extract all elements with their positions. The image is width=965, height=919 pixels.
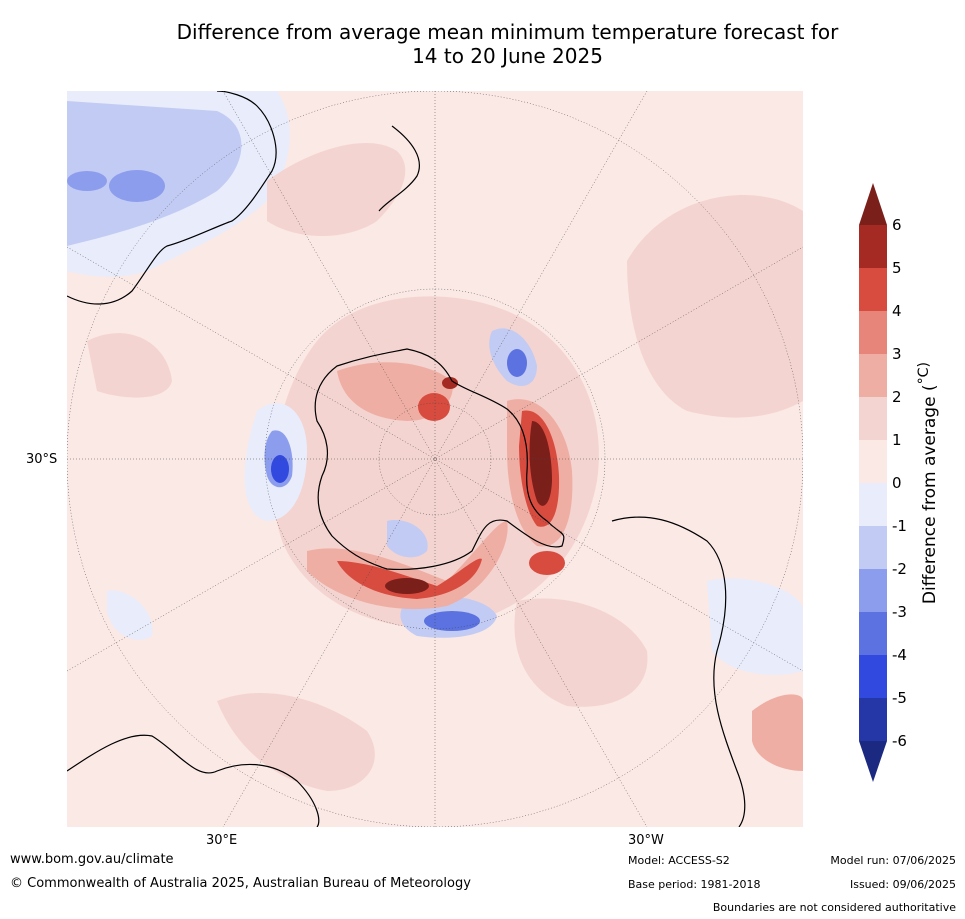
footer-website: www.bom.gov.au/climate	[10, 852, 174, 867]
colorbar-tick-label: 5	[892, 259, 902, 277]
colorbar-bin	[859, 698, 887, 741]
colorbar-bin	[859, 483, 887, 526]
anomaly-region-ring-cool-s2	[424, 611, 480, 631]
lon-label-30w: 30°W	[628, 833, 664, 848]
anomaly-region-cool-e	[707, 578, 803, 675]
anomaly-region-ring-cool-w3	[271, 455, 289, 483]
anomaly-region-hot-north-3	[442, 377, 458, 389]
colorbar-bin	[859, 311, 887, 354]
map-svg	[67, 91, 803, 827]
colorbar-tick-label: 1	[892, 431, 902, 449]
chart-title: Difference from average mean minimum tem…	[0, 20, 965, 68]
colorbar-tick-label: 4	[892, 302, 902, 320]
anomaly-region-hot-north-2	[418, 393, 450, 421]
footer-disclaimer: Boundaries are not considered authoritat…	[712, 901, 956, 914]
colorbar-tick-label: -5	[892, 689, 907, 707]
colorbar	[859, 183, 887, 782]
footer-model: Model: ACCESS-S2	[628, 854, 730, 867]
colorbar-bin	[859, 397, 887, 440]
colorbar-label-unit: °C)	[916, 361, 933, 385]
colorbar-tick-label: -6	[892, 732, 907, 750]
anomaly-region-warm-s	[217, 692, 375, 791]
anomaly-region-warm-ne	[627, 195, 803, 418]
anomaly-region-ring-cool-ne2	[507, 349, 527, 377]
colorbar-tick-label: -2	[892, 560, 907, 578]
anomaly-region-warm-se	[514, 598, 648, 707]
title-line-2: 14 to 20 June 2025	[412, 44, 603, 68]
anomaly-region-warm-se-2	[752, 694, 803, 771]
polar-map	[67, 91, 803, 827]
colorbar-bin	[859, 655, 887, 698]
colorbar-tick-label: -3	[892, 603, 907, 621]
anomaly-region-hot-se	[529, 551, 565, 575]
colorbar-bin	[859, 526, 887, 569]
anomaly-region-hot-east-3	[529, 421, 552, 506]
anomaly-region-hot-south-3	[385, 578, 429, 594]
colorbar-tick-label: 0	[892, 474, 902, 492]
australia-outline	[67, 91, 277, 305]
colorbar-label-text: Difference from average (	[919, 384, 940, 605]
colorbar-bin	[859, 268, 887, 311]
colorbar-bin	[859, 225, 887, 268]
colorbar-bin	[859, 569, 887, 612]
colorbar-bin	[859, 612, 887, 655]
colorbar-bin	[859, 183, 887, 225]
anomaly-region-cool-nw-3	[109, 170, 165, 202]
title-line-1: Difference from average mean minimum tem…	[176, 20, 839, 44]
colorbar-bin	[859, 440, 887, 483]
graticule	[67, 91, 803, 827]
anomaly-region-warm-n	[267, 142, 406, 236]
colorbar-bin	[859, 354, 887, 397]
footer-model-run: Model run: 07/06/2025	[830, 854, 956, 867]
footer-copyright: © Commonwealth of Australia 2025, Austra…	[10, 876, 471, 891]
colorbar-bin	[859, 741, 887, 782]
footer-issued: Issued: 09/06/2025	[849, 878, 956, 891]
antarctica-outline	[314, 348, 565, 570]
colorbar-label: Difference from average (°C)	[916, 362, 940, 604]
new-zealand-outline	[378, 125, 420, 212]
colorbar-tick-label: -4	[892, 646, 907, 664]
lon-label-30e: 30°E	[206, 833, 238, 848]
anomaly-region-cool-sw	[107, 590, 153, 640]
footer-base-period: Base period: 1981-2018	[628, 878, 761, 891]
africa-outline	[67, 734, 320, 827]
anomaly-region-cool-nw-4	[67, 171, 107, 191]
colorbar-tick-label: 3	[892, 345, 902, 363]
anomaly-region-ring-cool-inner	[387, 520, 428, 558]
colorbar-tick-label: -1	[892, 517, 907, 535]
lat-label-30s: 30°S	[26, 452, 58, 467]
colorbar-tick-label: 6	[892, 216, 902, 234]
anomaly-region-warm-w	[87, 333, 172, 398]
colorbar-tick-label: 2	[892, 388, 902, 406]
south-america-outline	[611, 516, 746, 827]
